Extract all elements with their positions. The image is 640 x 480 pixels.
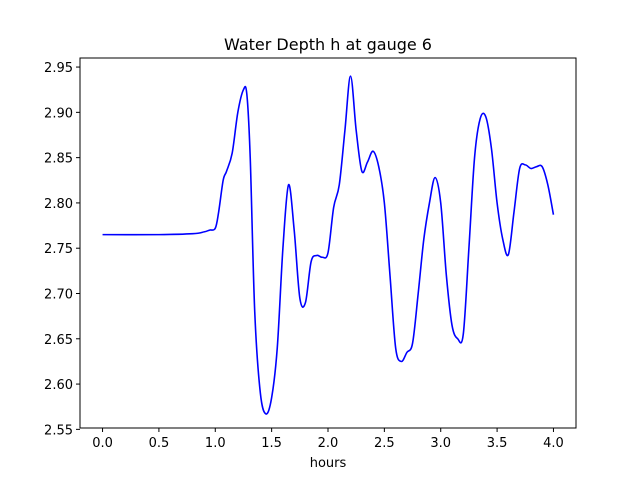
x-tick-label: 0.5: [149, 436, 170, 451]
y-tick-label: 2.60: [44, 378, 73, 393]
y-tick-label: 2.90: [44, 106, 73, 121]
y-tick-label: 2.85: [44, 152, 73, 167]
y-tick-label: 2.75: [44, 242, 73, 257]
x-axis-ticks: 0.0 0.5 1.0 1.5 2.0 2.5 3.0 3.5 4.0: [92, 428, 564, 451]
x-tick-label: 2.0: [318, 436, 339, 451]
x-tick-label: 1.0: [205, 436, 226, 451]
y-tick-label: 2.95: [44, 61, 73, 76]
water-depth-series-line: [102, 75, 555, 415]
x-axis-label: hours: [310, 456, 347, 471]
plot-area: [79, 57, 577, 429]
x-tick-label: 3.5: [487, 436, 508, 451]
y-tick-label: 2.80: [44, 197, 73, 212]
x-tick-label: 0.0: [92, 436, 113, 451]
x-tick-label: 2.5: [374, 436, 395, 451]
chart-title: Water Depth h at gauge 6: [224, 35, 432, 54]
y-tick-label: 2.55: [44, 423, 73, 438]
x-tick-label: 3.0: [430, 436, 451, 451]
series-layer: [102, 75, 555, 415]
y-tick-label: 2.70: [44, 287, 73, 302]
x-tick-label: 4.0: [543, 436, 564, 451]
y-axis-ticks: 2.55 2.60 2.65 2.70 2.75 2.80 2.85 2.90 2.95: [44, 61, 80, 438]
x-tick-label: 1.5: [261, 436, 282, 451]
y-tick-label: 2.65: [44, 333, 73, 348]
plot-frame: [79, 57, 577, 429]
